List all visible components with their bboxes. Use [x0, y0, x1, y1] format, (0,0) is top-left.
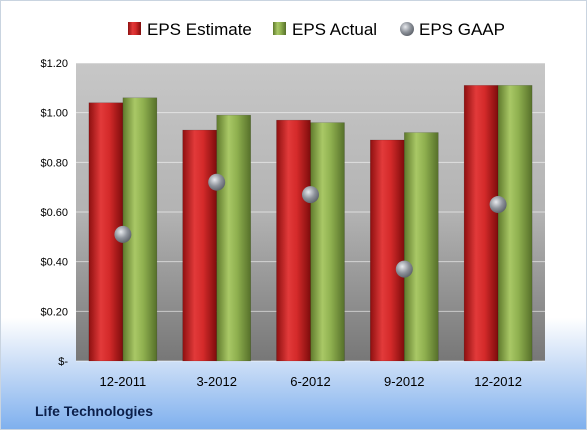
- y-tick-label: $0.60: [40, 207, 68, 219]
- gaap-marker: [302, 186, 319, 204]
- x-axis-categories: 12-2011 3-2012 6-2012 9-2012 12-2012: [100, 374, 522, 389]
- x-category-label: 3-2012: [196, 374, 236, 389]
- actual-bar: [310, 122, 345, 362]
- y-tick-label: $0.80: [40, 157, 68, 169]
- y-tick-label: $0.40: [40, 257, 68, 269]
- gaap-marker: [489, 196, 507, 214]
- x-category-label: 9-2012: [384, 374, 424, 389]
- legend-swatch-gaap: [400, 22, 414, 36]
- actual-bar: [404, 132, 439, 362]
- legend-swatch-actual: [273, 22, 286, 35]
- y-tick-label: $1.20: [40, 58, 68, 70]
- legend-item-eps-actual: EPS Actual: [273, 20, 377, 39]
- legend-swatch-estimate: [128, 22, 141, 35]
- actual-bar: [497, 85, 533, 362]
- y-tick-label: $0.20: [40, 306, 68, 318]
- x-category-label: 6-2012: [290, 374, 330, 389]
- estimate-bar: [463, 85, 499, 362]
- estimate-bar: [276, 119, 311, 362]
- y-tick-label: $-: [58, 356, 68, 368]
- x-category-label: 12-2012: [474, 374, 522, 389]
- legend-label-estimate: EPS Estimate: [147, 20, 252, 39]
- x-category-label: 12-2011: [100, 374, 147, 389]
- y-axis-ticks: $- $0.20 $0.40 $0.60 $0.80 $1.00 $1.20: [40, 58, 68, 368]
- actual-bar: [216, 114, 251, 362]
- legend-item-eps-estimate: EPS Estimate: [128, 20, 252, 39]
- legend: EPS Estimate EPS Actual EPS GAAP: [128, 20, 505, 39]
- bars: [88, 85, 533, 362]
- gaap-markers: [114, 173, 507, 278]
- y-tick-label: $1.00: [40, 108, 68, 120]
- legend-label-actual: EPS Actual: [292, 20, 377, 39]
- estimate-bar: [370, 139, 405, 362]
- gaap-marker: [114, 225, 132, 243]
- gaap-marker: [208, 173, 226, 191]
- company-name: Life Technologies: [35, 403, 153, 419]
- gaap-marker: [395, 260, 413, 278]
- legend-item-eps-gaap: EPS GAAP: [400, 20, 505, 39]
- estimate-bar: [182, 129, 217, 362]
- legend-label-gaap: EPS GAAP: [419, 20, 505, 39]
